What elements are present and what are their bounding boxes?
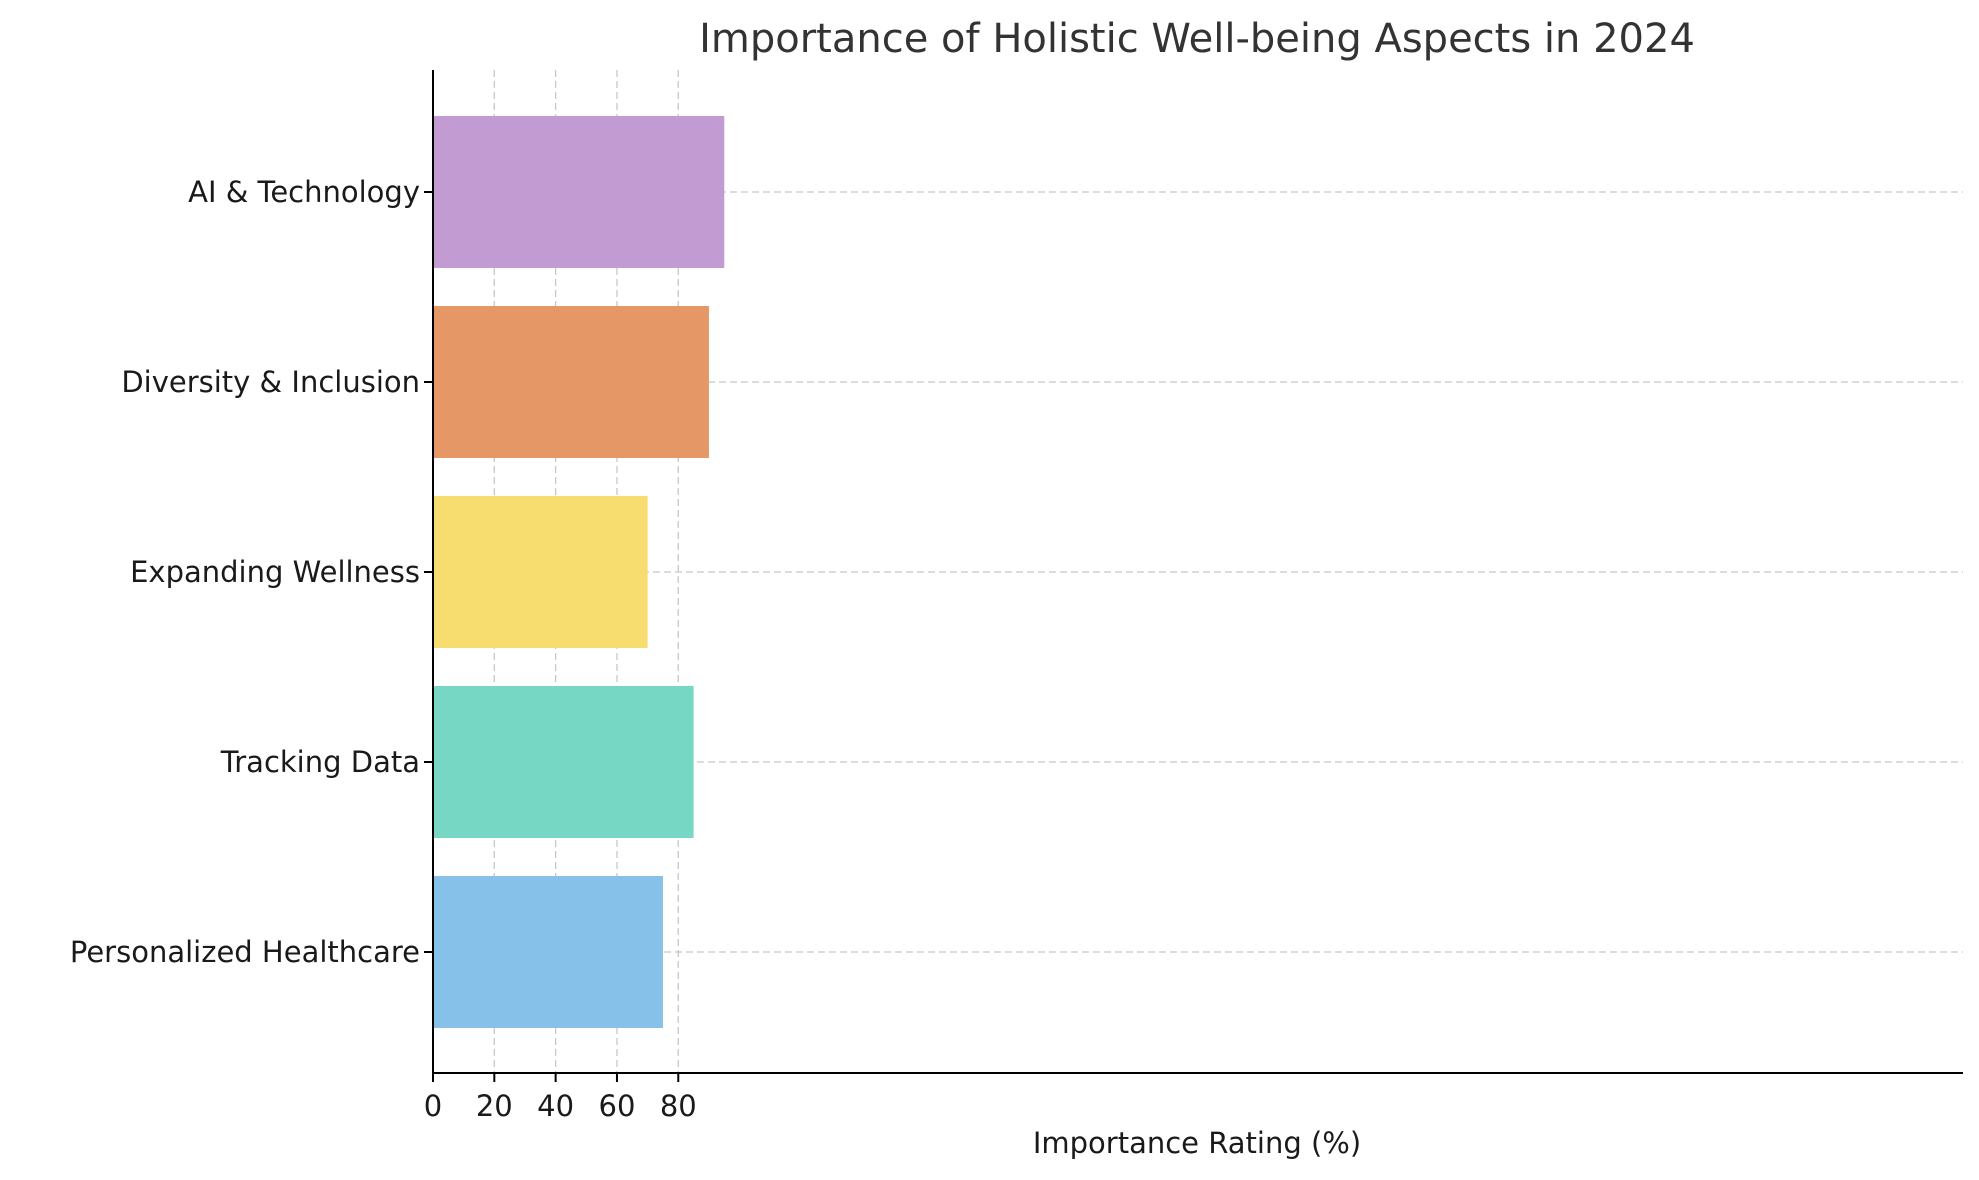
y-tick-label: AI & Technology <box>188 175 420 209</box>
x-tick-label: 0 <box>424 1089 442 1123</box>
x-tick-label: 40 <box>537 1089 574 1123</box>
y-tick-label: Personalized Healthcare <box>70 935 420 969</box>
bar <box>433 496 648 648</box>
bars <box>433 116 725 1028</box>
x-tick-label: 20 <box>476 1089 513 1123</box>
y-tick-label: Tracking Data <box>220 745 420 779</box>
x-axis-ticks: 0 20 40 60 80 <box>424 1073 697 1123</box>
bar <box>433 116 725 268</box>
x-tick-label: 80 <box>660 1089 697 1123</box>
bar <box>433 306 709 458</box>
y-tick-label: Expanding Wellness <box>130 555 420 589</box>
x-tick-label: 60 <box>599 1089 636 1123</box>
x-axis-label: Importance Rating (%) <box>1033 1126 1361 1160</box>
y-tick-label: Diversity & Inclusion <box>121 365 420 399</box>
y-axis-ticks: AI & Technology Diversity & Inclusion Expa… <box>70 175 433 969</box>
bar <box>433 686 694 838</box>
chart-title: Importance of Holistic Well-being Aspect… <box>699 16 1695 62</box>
bar <box>433 876 663 1028</box>
